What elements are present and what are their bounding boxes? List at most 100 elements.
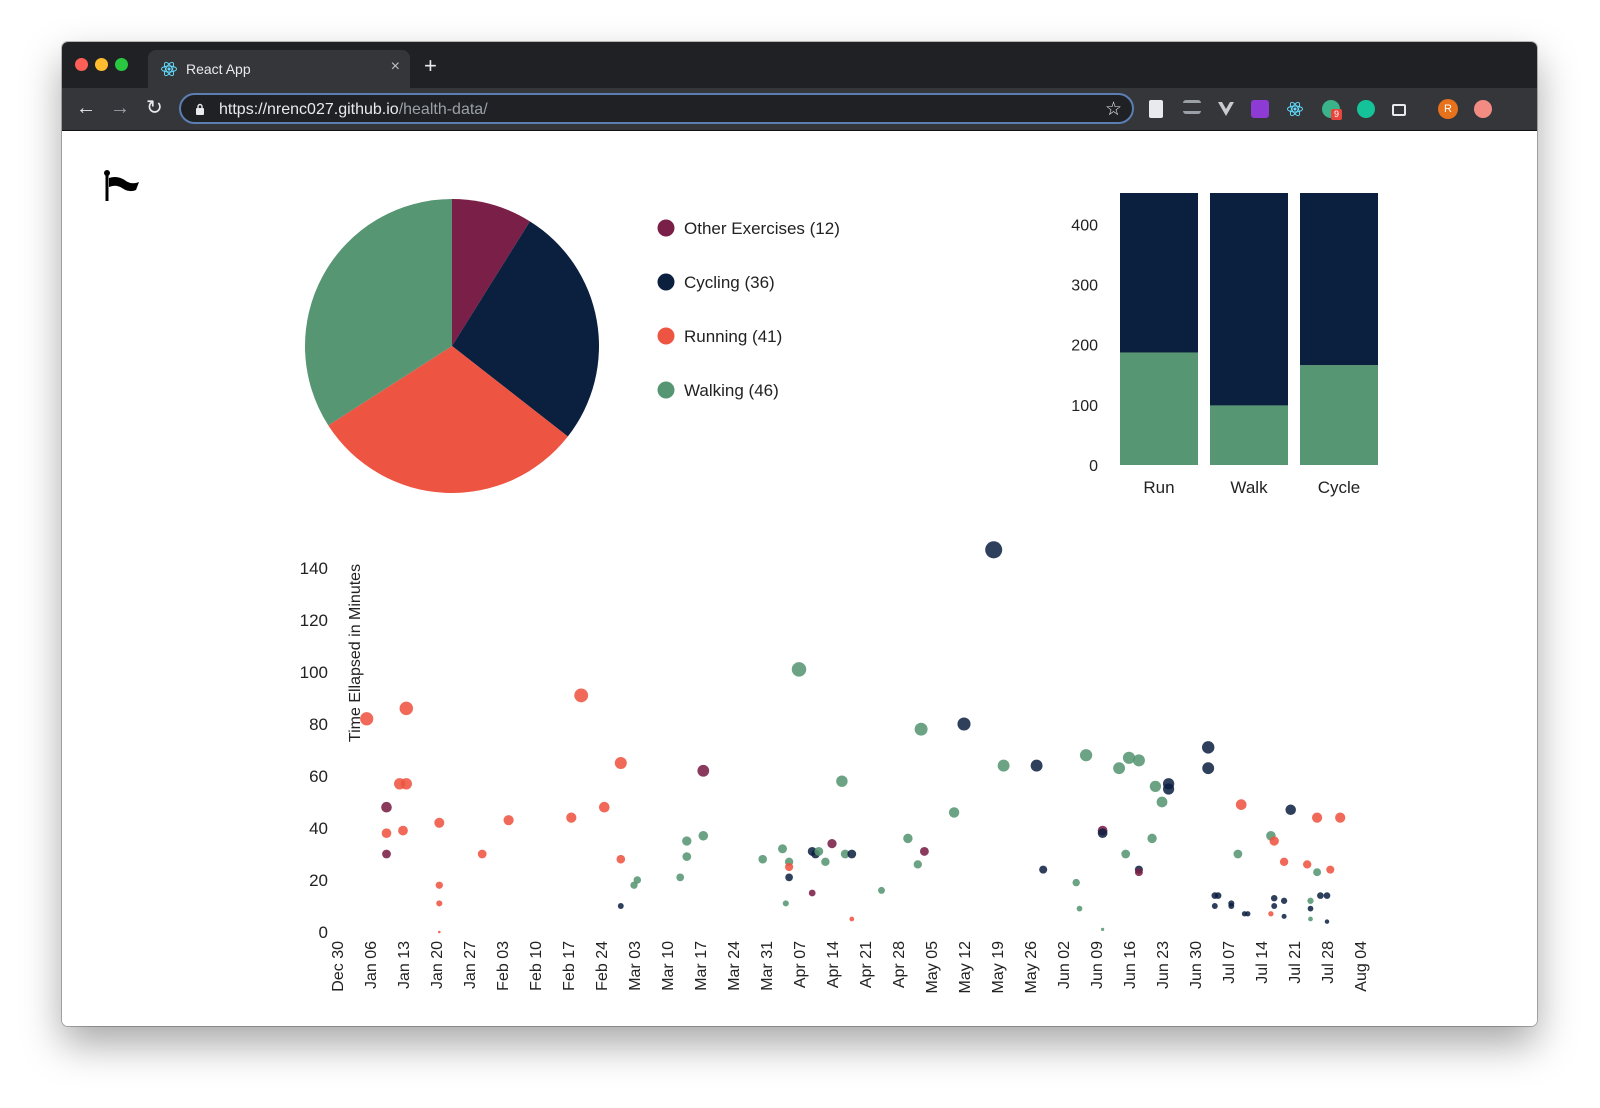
scatter-point-walking[interactable]: [1149, 780, 1162, 793]
bar-run-segment-1[interactable]: [1120, 352, 1198, 465]
scatter-point-walking[interactable]: [1313, 868, 1322, 877]
scatter-point-cycling[interactable]: [847, 849, 857, 859]
scatter-point-walking[interactable]: [1079, 749, 1093, 762]
pie-slice-cycling[interactable]: [452, 221, 599, 437]
scatter-point-cycling[interactable]: [1228, 903, 1235, 909]
minimize-window-button[interactable]: [95, 58, 108, 71]
scatter-point-walking[interactable]: [903, 833, 913, 844]
scatter-point-cycling[interactable]: [1039, 865, 1048, 874]
scatter-point-other[interactable]: [919, 846, 929, 856]
scatter-point-walking[interactable]: [913, 860, 922, 869]
scatter-point-cycling[interactable]: [617, 903, 624, 909]
scatter-point-walking[interactable]: [633, 876, 642, 884]
legend-item-running[interactable]: Running (41): [657, 327, 783, 346]
scatter-point-other[interactable]: [1134, 868, 1143, 877]
scatter-point-cycling[interactable]: [985, 541, 1003, 559]
scatter-point-walking[interactable]: [836, 775, 848, 787]
scatter-point-cycling[interactable]: [1317, 892, 1324, 899]
scatter-point-running[interactable]: [1235, 799, 1247, 810]
bar-cycle-segment-1[interactable]: [1300, 365, 1378, 465]
scatter-point-running[interactable]: [599, 801, 610, 813]
scatter-point-walking[interactable]: [1156, 796, 1168, 808]
scatter-point-cycling[interactable]: [1285, 804, 1296, 816]
scatter-point-cycling[interactable]: [1211, 903, 1218, 909]
scatter-point-running[interactable]: [566, 812, 577, 823]
scatter-point-walking[interactable]: [1122, 751, 1136, 764]
tab-react-app[interactable]: React App ×: [148, 50, 410, 88]
scatter-point-running[interactable]: [477, 849, 487, 859]
scatter-point-walking[interactable]: [840, 849, 850, 859]
flag-icon[interactable]: [104, 170, 139, 201]
scatter-point-other[interactable]: [381, 801, 392, 813]
scatter-point-cycling[interactable]: [1324, 919, 1330, 924]
scatter-point-running[interactable]: [400, 778, 412, 790]
scatter-point-walking[interactable]: [1307, 897, 1314, 904]
scatter-point-cycling[interactable]: [1280, 897, 1288, 904]
grammarly-icon[interactable]: [1357, 100, 1375, 118]
close-tab-icon[interactable]: ×: [390, 58, 400, 75]
scatter-point-running[interactable]: [503, 815, 514, 826]
react-devtools-icon[interactable]: [1286, 100, 1304, 118]
scatter-point-walking[interactable]: [1308, 916, 1313, 922]
scatter-point-cycling[interactable]: [957, 717, 971, 731]
legend-item-walking[interactable]: Walking (46): [657, 381, 779, 400]
vue-extension-icon[interactable]: [1217, 100, 1235, 118]
scatter-point-cycling[interactable]: [1030, 759, 1043, 772]
scatter-point-walking[interactable]: [1147, 833, 1157, 844]
scatter-point-walking[interactable]: [878, 886, 885, 894]
reload-button[interactable]: ↻: [146, 97, 163, 119]
scatter-point-cycling[interactable]: [785, 873, 793, 882]
scatter-point-running[interactable]: [436, 900, 443, 907]
scatter-point-walking[interactable]: [1233, 849, 1243, 859]
scatter-point-running[interactable]: [381, 828, 392, 839]
scatter-point-running[interactable]: [614, 757, 627, 769]
scatter-point-cycling[interactable]: [1271, 903, 1278, 909]
pie-slice-other-exercises[interactable]: [452, 199, 530, 346]
scatter-point-walking[interactable]: [1121, 849, 1131, 859]
legend-item-cycling[interactable]: Cycling (36): [657, 273, 775, 292]
scatter-point-cycling[interactable]: [1281, 913, 1287, 919]
bar-cycle-segment-2[interactable]: [1300, 193, 1378, 366]
scatter-point-running[interactable]: [1268, 911, 1274, 917]
scatter-point-running[interactable]: [434, 817, 445, 828]
scatter-point-running[interactable]: [785, 862, 794, 872]
scatter-point-running[interactable]: [1303, 860, 1312, 869]
scatter-point-running[interactable]: [574, 688, 589, 703]
video-extension-icon[interactable]: [1392, 104, 1406, 116]
back-button[interactable]: ←: [76, 97, 96, 119]
scatter-point-walking[interactable]: [1072, 878, 1080, 887]
bar-run-segment-2[interactable]: [1120, 193, 1198, 353]
pie-slice-running[interactable]: [328, 346, 568, 493]
address-bar[interactable]: https://nrenc027.github.io/health-data/ …: [179, 93, 1134, 124]
scatter-point-running[interactable]: [616, 854, 626, 864]
scatter-point-other[interactable]: [808, 889, 816, 897]
scatter-point-cycling[interactable]: [1201, 741, 1215, 754]
scatter-point-walking[interactable]: [777, 844, 788, 854]
scatter-point-cycling[interactable]: [1323, 892, 1331, 899]
scatter-point-running[interactable]: [1326, 865, 1335, 874]
scatter-point-walking[interactable]: [814, 846, 824, 856]
layers-extension-icon[interactable]: [1183, 100, 1201, 114]
new-tab-button[interactable]: +: [424, 53, 437, 78]
extension-badge-icon[interactable]: 9: [1322, 100, 1342, 120]
scatter-point-cycling[interactable]: [1270, 894, 1278, 902]
scatter-point-running[interactable]: [1311, 812, 1323, 823]
scatter-point-walking[interactable]: [1076, 905, 1083, 912]
scatter-point-walking[interactable]: [782, 900, 789, 907]
star-icon[interactable]: ☆: [1104, 99, 1122, 120]
scatter-point-other[interactable]: [827, 838, 837, 849]
scatter-point-running[interactable]: [438, 930, 441, 934]
scatter-point-cycling[interactable]: [1307, 905, 1314, 912]
scatter-point-running[interactable]: [360, 712, 374, 726]
scatter-point-cycling[interactable]: [1097, 828, 1108, 839]
scatter-point-walking[interactable]: [1132, 754, 1145, 767]
scatter-point-cycling[interactable]: [1202, 762, 1215, 775]
scatter-point-walking[interactable]: [676, 873, 685, 882]
maximize-window-button[interactable]: [115, 58, 128, 71]
scatter-point-running[interactable]: [399, 701, 414, 716]
legend-item-other[interactable]: Other Exercises (12): [657, 219, 840, 238]
bar-walk-segment-1[interactable]: [1210, 405, 1288, 465]
scatter-point-walking[interactable]: [997, 759, 1010, 772]
scatter-point-running[interactable]: [435, 881, 443, 889]
scatter-point-walking[interactable]: [758, 854, 767, 864]
